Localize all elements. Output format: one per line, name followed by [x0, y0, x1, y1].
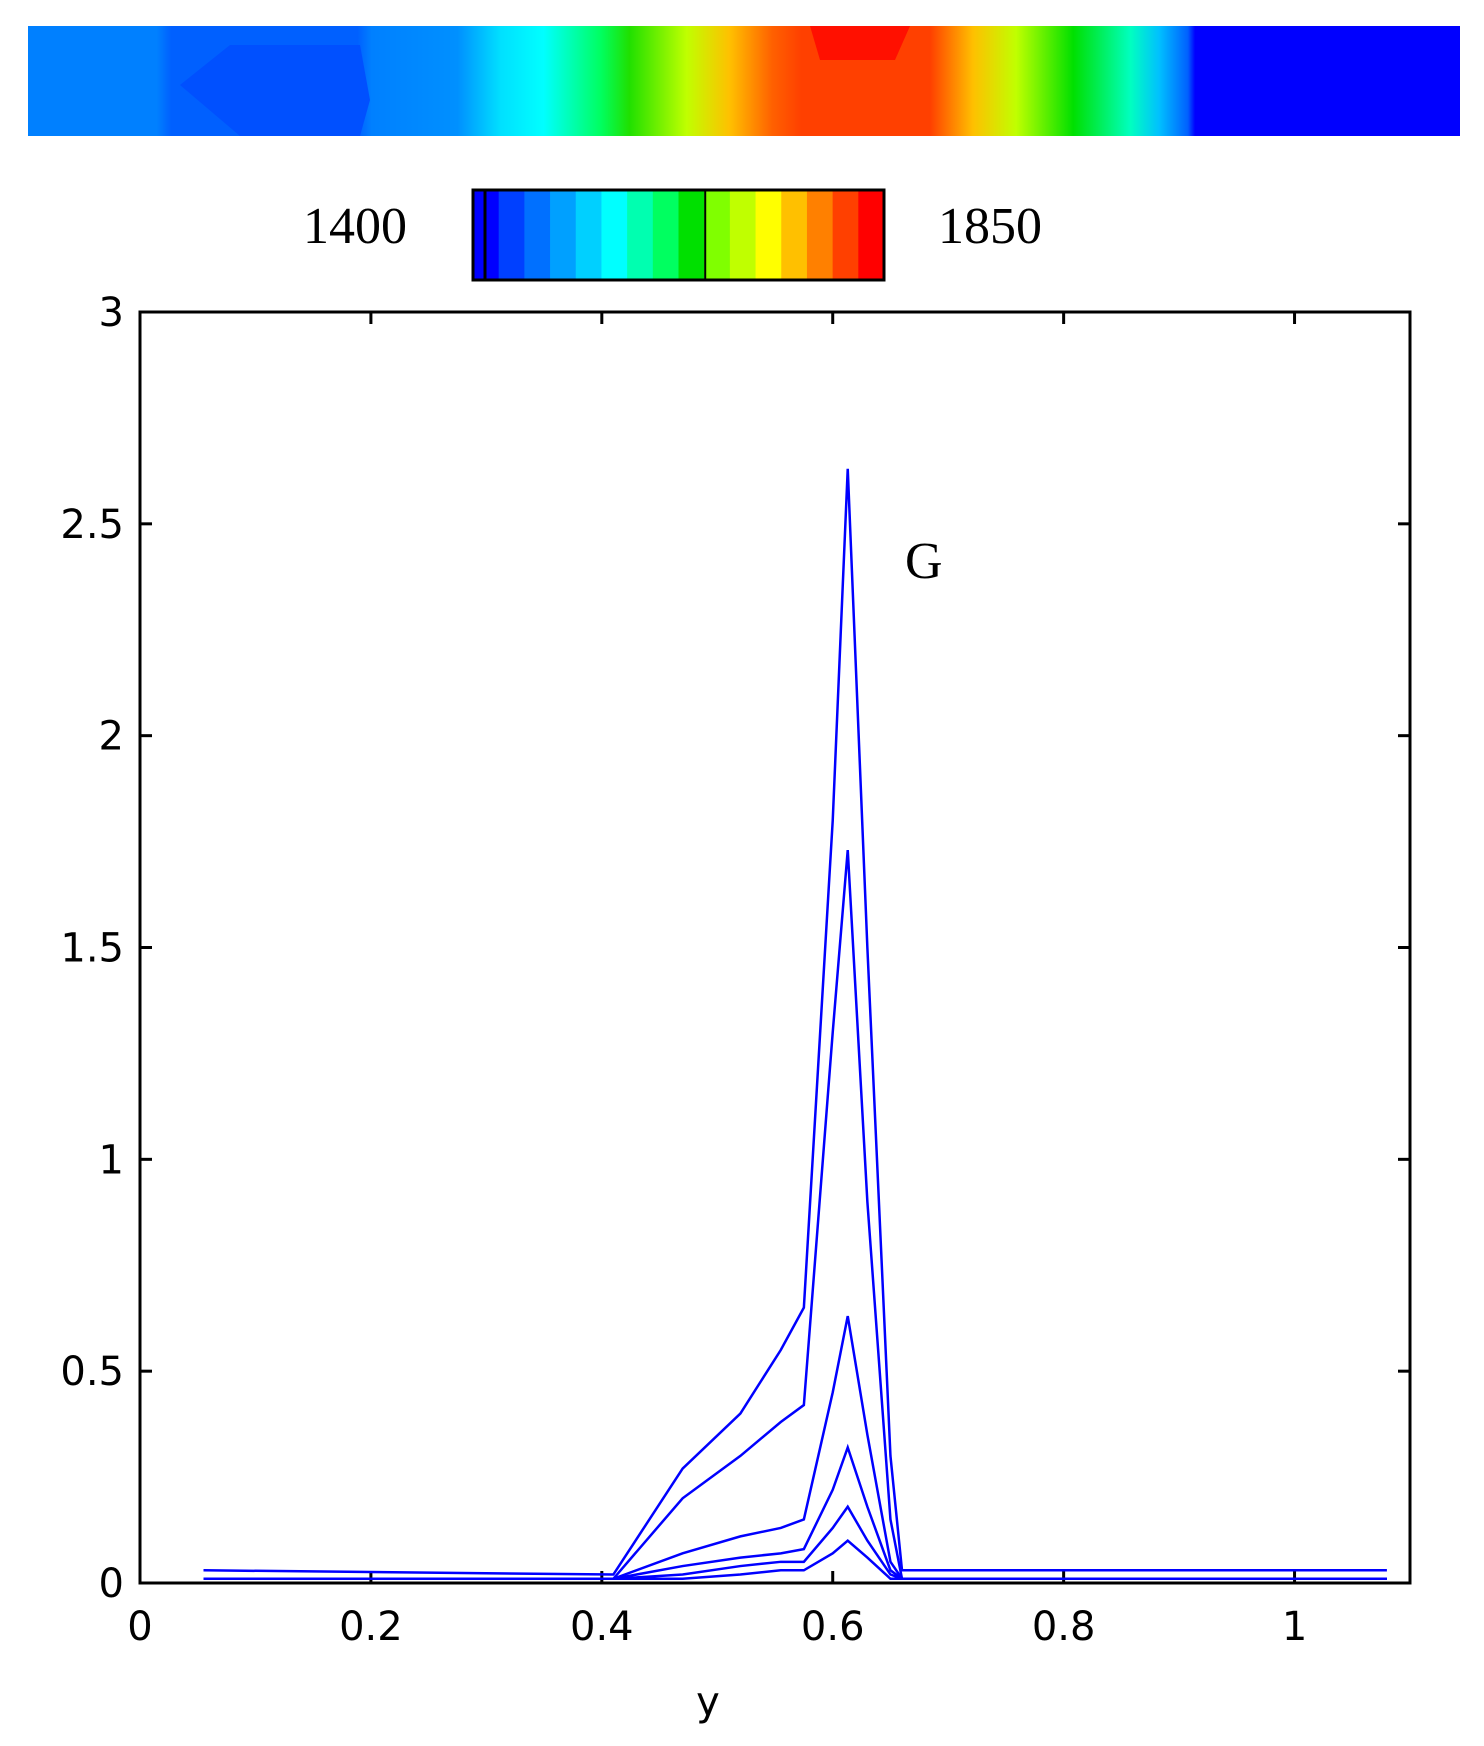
x-tick-label: 1: [1282, 1604, 1307, 1650]
x-tick-label: 0.8: [1032, 1604, 1096, 1650]
colorbar-band: [806, 190, 834, 280]
data-line: [203, 849, 1387, 1581]
x-tick-label: 0.2: [339, 1604, 403, 1650]
colorbar-band: [498, 190, 525, 280]
colorbar-band: [601, 190, 628, 280]
data-line: [203, 1538, 1387, 1581]
annotation: G: [905, 533, 943, 590]
contour-hot-spot: [810, 26, 910, 60]
x-axis-label: y: [696, 1679, 720, 1725]
colorbar-band: [858, 190, 885, 280]
y-tick-label: 1: [99, 1137, 124, 1183]
colorbar-band: [781, 190, 808, 280]
colorbar-band: [678, 190, 705, 280]
plot-frame: [138, 310, 1412, 1585]
colorbar-band: [524, 190, 551, 280]
y-tick-label: 2: [99, 714, 124, 760]
x-tick-label: 0.4: [570, 1604, 634, 1650]
colorbar-min: 1400: [303, 198, 407, 255]
colorbar-max: 1850: [938, 198, 1042, 255]
data-line: [203, 1504, 1387, 1581]
x-tick-label: 0: [127, 1604, 152, 1650]
colorbar: [471, 188, 886, 282]
y-tick-label: 0.5: [60, 1349, 124, 1395]
y-tick-label: 1.5: [60, 926, 124, 972]
y-tick-label: 0: [99, 1561, 124, 1607]
y-tick-label: 2.5: [60, 502, 124, 548]
colorbar-band: [729, 190, 757, 280]
data-line: [203, 1315, 1387, 1581]
colorbar-band: [627, 190, 654, 280]
data-line: [203, 1443, 1387, 1581]
colorbar-band: [704, 190, 731, 280]
colorbar-band: [575, 190, 602, 280]
colorbar-frame: [471, 188, 886, 282]
colorbar-band: [550, 190, 577, 280]
x-tick-label: 0.6: [801, 1604, 865, 1650]
colorbar-band: [832, 190, 859, 280]
data-line: [203, 468, 1387, 1576]
colorbar-band: [652, 190, 679, 280]
colorbar-band: [755, 190, 782, 280]
contour-cool-spot: [180, 45, 370, 136]
y-tick-label: 3: [99, 290, 124, 336]
